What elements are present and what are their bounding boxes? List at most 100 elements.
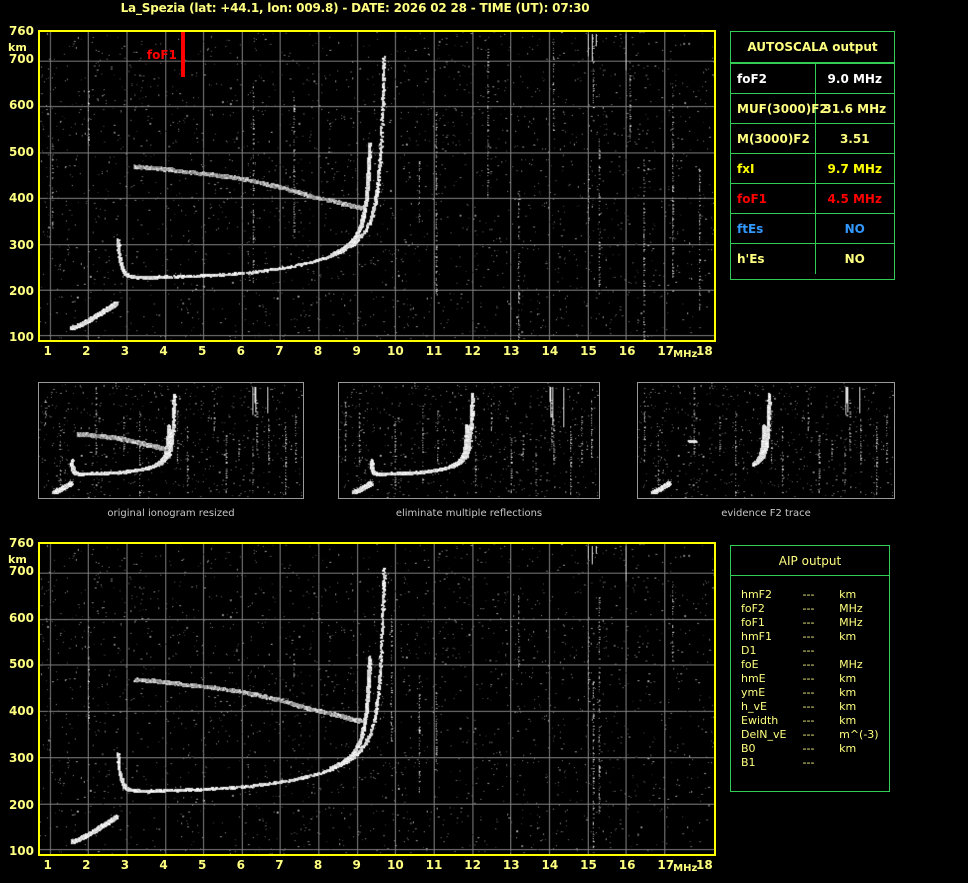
x-axis-tick: 12 (464, 858, 481, 872)
y-axis-tick: 100 (8, 330, 34, 345)
x-axis-unit-label: MHz (673, 349, 698, 360)
aip-param-unit: km (839, 700, 857, 713)
x-axis-tick: 14 (541, 344, 559, 358)
x-axis-tick: 9 (352, 344, 361, 358)
aip-param-unit: m^(-3) (839, 728, 879, 741)
aip-param-name: h_vE (741, 700, 767, 713)
autoscala-param-value: 4.5 MHz (815, 183, 894, 214)
aip-row: foE --- MHz (741, 658, 889, 672)
x-axis-tick: 4 (159, 858, 168, 872)
autoscala-param-value: 3.51 (815, 123, 894, 154)
x-axis-tick: 15 (580, 344, 597, 358)
autoscala-param-value: 31.6 MHz (815, 93, 894, 124)
thumbnail-canvas-f2only (638, 383, 894, 498)
y-axis-tick: 600 (8, 610, 34, 625)
aip-row: hmF2 --- km (741, 588, 889, 602)
page-title: La_Spezia (lat: +44.1, lon: 009.8) - DAT… (120, 1, 590, 15)
y-axis-tick: 200 (8, 283, 34, 298)
aip-row: hmE --- km (741, 672, 889, 686)
aip-param-name: foF1 (741, 616, 765, 629)
autoscala-row: foF2 9.0 MHz (731, 63, 894, 94)
aip-param-value: --- (802, 602, 815, 615)
thumbnail-canvas-cleaned (339, 383, 599, 498)
aip-param-unit: km (839, 714, 857, 727)
autoscala-table: foF2 9.0 MHz MUF(3000)F2 31.6 MHz M(3000)F2 3… (731, 63, 894, 274)
aip-row: hmF1 --- km (741, 630, 889, 644)
thumbnail-evidence-f2-trace[interactable] (637, 382, 895, 499)
y-axis-labels-bottom: 760 700 600 500 400 300 200 100 km (0, 537, 34, 859)
x-axis-unit-label: MHz (673, 863, 698, 874)
x-axis-tick: 11 (425, 344, 443, 358)
aip-row: D1 --- (741, 644, 889, 658)
ionogram-plot-top[interactable] (38, 30, 716, 342)
aip-param-value: --- (802, 700, 815, 713)
aip-param-name: foE (741, 658, 759, 671)
aip-row: DelN_vE --- m^(-3) (741, 728, 889, 742)
aip-param-name: ymE (741, 686, 766, 699)
autoscala-param-name: foF1 (731, 183, 816, 214)
autoscala-param-value: 9.7 MHz (815, 153, 894, 184)
x-axis-tick: 14 (541, 858, 559, 872)
aip-param-name: hmE (741, 672, 766, 685)
aip-param-unit: MHz (839, 658, 863, 671)
x-axis-tick: 7 (275, 858, 284, 872)
x-axis-tick: 3 (120, 344, 130, 358)
aip-param-value: --- (802, 630, 815, 643)
autoscala-row: foF1 4.5 MHz (731, 183, 894, 214)
x-axis-tick: 8 (313, 858, 323, 872)
ionogram-canvas-bottom (40, 544, 714, 854)
x-axis-tick: 13 (502, 858, 520, 872)
aip-param-unit: km (839, 686, 857, 699)
x-axis-labels-top: 1 2 3 4 5 6 7 8 9 10 11 12 13 14 15 16 17 18 MHz (38, 344, 716, 360)
x-axis-tick: 10 (386, 344, 404, 358)
aip-param-value: --- (802, 756, 815, 769)
x-axis-tick: 6 (236, 344, 245, 358)
x-axis-tick: 15 (580, 858, 597, 872)
y-axis-tick: 600 (8, 98, 34, 113)
thumbnail-original-ionogram-resized[interactable] (38, 382, 304, 499)
y-axis-tick: 100 (8, 844, 34, 859)
x-axis-tick: 12 (464, 344, 481, 358)
x-axis-tick: 8 (313, 344, 323, 358)
ionogram-plot-bottom[interactable] (38, 542, 716, 856)
aip-row: h_vE --- km (741, 700, 889, 714)
aip-param-value: --- (802, 714, 815, 727)
x-axis-tick: 4 (159, 344, 168, 358)
aip-param-value: --- (802, 588, 815, 601)
autoscala-param-value: NO (815, 213, 894, 244)
autoscala-row: ftEs NO (731, 213, 894, 244)
aip-param-unit: km (839, 742, 857, 755)
autoscala-param-name: ftEs (731, 213, 816, 244)
x-axis-tick: 16 (618, 858, 636, 872)
thumbnail-eliminate-multiple-reflections[interactable] (338, 382, 600, 499)
x-axis-tick: 10 (386, 858, 404, 872)
autoscala-panel-title: AUTOSCALA output (731, 32, 894, 63)
aip-param-unit: km (839, 630, 857, 643)
y-axis-tick: 400 (8, 704, 34, 719)
aip-output-panel: AIP output hmF2 --- km foF2 --- MHz foF1 --- MHz… (730, 545, 890, 792)
autoscala-param-value: 9.0 MHz (815, 63, 894, 94)
aip-param-name: B0 (741, 742, 756, 755)
y-axis-tick: 500 (8, 144, 34, 159)
autoscala-param-name: MUF(3000)F2 (731, 93, 828, 124)
aip-param-value: --- (802, 672, 815, 685)
y-axis-tick: 700 (8, 51, 34, 66)
x-axis-tick: 5 (198, 344, 207, 358)
x-axis-tick: 6 (236, 858, 245, 872)
x-axis-tick: 2 (82, 858, 91, 872)
thumbnail-caption-0: original ionogram resized (107, 508, 235, 519)
y-axis-labels-top: 760 700 600 500 400 300 200 100 km (0, 25, 34, 345)
aip-param-name: B1 (741, 756, 756, 769)
aip-param-value: --- (802, 742, 815, 755)
aip-param-name: foF2 (741, 602, 765, 615)
x-axis-tick: 1 (43, 858, 52, 872)
aip-param-unit: MHz (839, 616, 863, 629)
aip-param-value: --- (802, 728, 815, 741)
x-axis-tick: 3 (120, 858, 130, 872)
x-axis-tick: 11 (425, 858, 443, 872)
aip-row: B1 --- (741, 756, 889, 770)
fof1-marker-label: foF1 (146, 48, 177, 62)
aip-param-value: --- (802, 686, 815, 699)
y-axis-tick: 760 (8, 23, 34, 38)
aip-param-unit (839, 644, 889, 658)
